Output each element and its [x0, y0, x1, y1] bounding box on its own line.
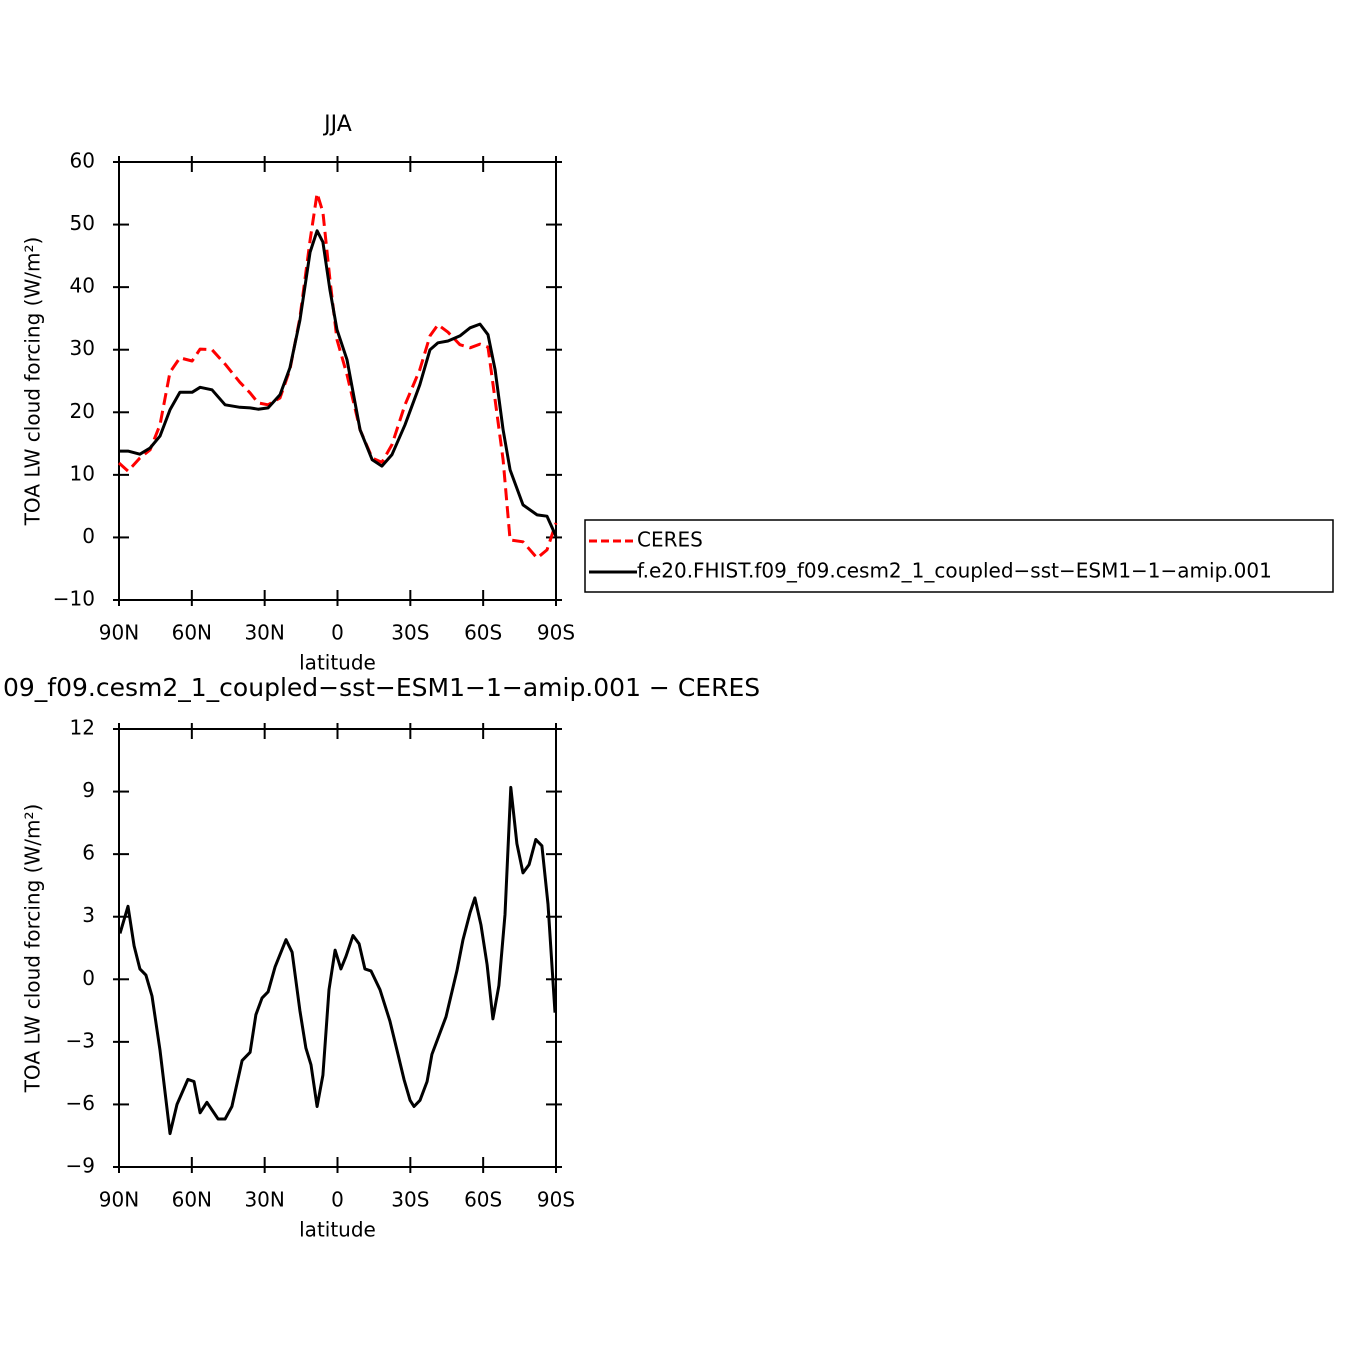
- x-tick-label: 90S: [537, 621, 575, 645]
- y-tick-label: 0: [82, 966, 95, 990]
- x-tick-label: 60S: [464, 621, 502, 645]
- data-line: [118, 785, 557, 1136]
- data-line: [119, 229, 558, 537]
- y-tick-label: −6: [66, 1091, 95, 1115]
- chart-title: JJA: [322, 112, 352, 137]
- legend-label: CERES: [637, 528, 703, 552]
- y-tick-label: 0: [82, 524, 95, 548]
- x-tick-label: 30S: [391, 1188, 429, 1212]
- legend-label: f.e20.FHIST.f09_f09.cesm2_1_coupled−sst−…: [637, 559, 1272, 583]
- data-line: [117, 191, 558, 560]
- x-axis-label: latitude: [299, 651, 376, 675]
- y-axis-label: TOA LW cloud forcing (W/m²): [21, 237, 45, 527]
- x-tick-label: 90N: [99, 621, 139, 645]
- y-axis-label: TOA LW cloud forcing (W/m²): [21, 804, 45, 1094]
- x-tick-label: 60S: [464, 1188, 502, 1212]
- y-tick-label: 60: [70, 149, 95, 173]
- x-tick-label: 90S: [537, 1188, 575, 1212]
- x-tick-label: 0: [331, 621, 344, 645]
- x-tick-label: 30N: [244, 1188, 284, 1212]
- x-tick-label: 0: [331, 1188, 344, 1212]
- y-tick-label: 40: [70, 274, 95, 298]
- y-tick-label: 50: [70, 211, 95, 235]
- y-tick-label: −10: [53, 587, 95, 611]
- plot-frame: [118, 728, 557, 1168]
- y-tick-label: 6: [82, 841, 95, 865]
- x-axis-label: latitude: [299, 1218, 376, 1242]
- y-tick-label: −9: [66, 1154, 95, 1178]
- y-tick-label: 30: [70, 336, 95, 360]
- x-tick-label: 90N: [99, 1188, 139, 1212]
- x-tick-label: 30S: [391, 621, 429, 645]
- y-tick-label: 9: [82, 778, 95, 802]
- x-tick-label: 60N: [172, 621, 212, 645]
- plot-frame: [118, 161, 557, 601]
- y-tick-label: −3: [66, 1028, 95, 1052]
- y-tick-label: 3: [82, 903, 95, 927]
- legend-box: [584, 519, 1334, 593]
- y-tick-label: 20: [70, 399, 95, 423]
- x-tick-label: 60N: [172, 1188, 212, 1212]
- y-tick-label: 12: [70, 716, 95, 740]
- y-tick-label: 10: [70, 461, 95, 485]
- chart-title: 09_f09.cesm2_1_coupled−sst−ESM1−1−amip.0…: [3, 673, 760, 702]
- x-tick-label: 30N: [244, 621, 284, 645]
